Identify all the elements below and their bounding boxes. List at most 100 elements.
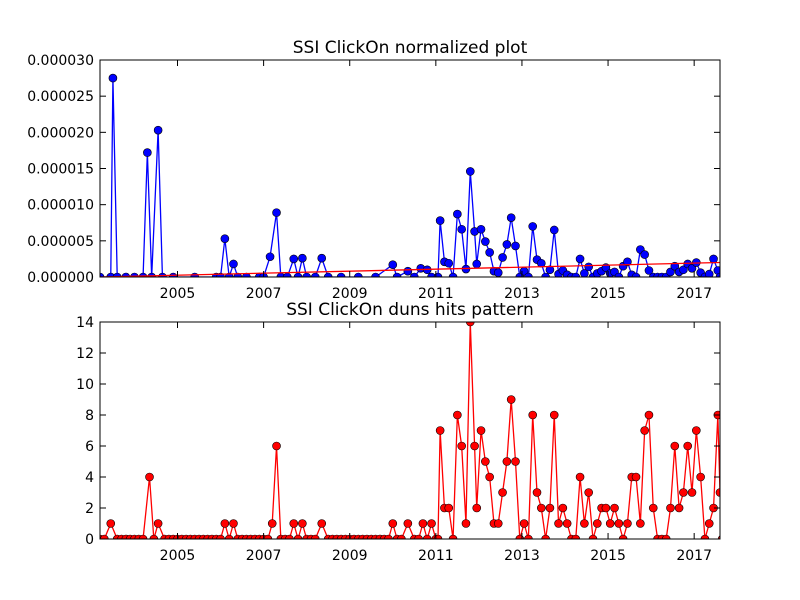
bottom-series-0-point-120 <box>623 519 632 528</box>
bottom-series-0-point-90 <box>493 519 503 528</box>
bottom-xtick-label-1: 2007 <box>246 548 282 564</box>
top-series-0-point-58 <box>493 268 503 277</box>
top-series-0-point-71 <box>549 225 559 235</box>
top-ytick-label-2: 0.000010 <box>27 198 94 214</box>
top-series-0-point-0 <box>100 272 105 277</box>
bottom-series-0-point-136 <box>692 426 701 435</box>
bottom-series-0-point-116 <box>605 519 615 528</box>
top-series-0-point-15 <box>220 234 230 243</box>
top-series-0-point-37 <box>392 272 402 277</box>
bottom-series-0-point-132 <box>674 503 684 513</box>
bottom-series-0-point-123 <box>636 519 645 528</box>
bottom-series-0-point-118 <box>614 519 624 528</box>
top-series-0-point-65 <box>524 272 533 277</box>
bottom-xtick-label-5: 2015 <box>590 548 626 564</box>
bottom-series-0-point-43 <box>289 519 299 528</box>
top-series-0-point-49 <box>457 224 466 234</box>
normalized-plot-panel: 2005 2007 2009 2011 2013 2015 2017 0.000000 0.00… <box>27 38 721 302</box>
bottom-series-0-point-131 <box>670 441 680 451</box>
bottom-series-0-point-26 <box>216 534 225 539</box>
top-series-0-point-44 <box>435 216 445 225</box>
top-xtick-label-4: 2013 <box>504 286 540 302</box>
bottom-xtick-label-4: 2013 <box>504 548 540 564</box>
top-series-0-point-103 <box>687 264 697 273</box>
bottom-series-0-point-91 <box>498 488 507 497</box>
top-series-0-point-88 <box>623 257 632 267</box>
top-series-0-point-9 <box>153 125 163 135</box>
top-series-0-point-107 <box>704 269 714 277</box>
bottom-series-0-point-98 <box>528 410 538 420</box>
top-xtick-label-3: 2011 <box>418 286 454 302</box>
top-series-0-point-32 <box>323 272 333 277</box>
bottom-series-0-point-76 <box>435 426 445 435</box>
bottom-series-0-point-39 <box>272 441 281 451</box>
bottom-series-0-point-1 <box>100 534 109 539</box>
bottom-series-0-point-150 <box>748 520 756 528</box>
bottom-series-0-point-49 <box>317 519 327 528</box>
top-series-0-point-34 <box>354 272 363 277</box>
top-series-0-line <box>100 78 720 277</box>
bottom-series-0-point-138 <box>700 534 710 539</box>
bottom-series-0-point-78 <box>444 503 454 513</box>
bottom-series-0-point-99 <box>532 488 542 497</box>
top-series-0-point-53 <box>472 259 482 269</box>
bottom-ytick-label-7: 14 <box>76 315 94 331</box>
top-series-0-point-69 <box>541 272 550 277</box>
top-series-0-point-62 <box>511 241 520 251</box>
top-series-0-point-56 <box>485 248 494 257</box>
bottom-xtick-label-3: 2011 <box>418 548 454 564</box>
bottom-series-0-point-135 <box>687 488 697 497</box>
top-ytick-label-6: 0.000030 <box>27 53 94 69</box>
top-series-0-point-98 <box>666 267 675 277</box>
bottom-series-0-point-101 <box>541 534 550 539</box>
bottom-ytick-label-6: 12 <box>76 346 94 362</box>
bottom-series-0-point-37 <box>263 534 273 539</box>
bottom-series-0-point-82 <box>461 519 471 528</box>
bottom-series-0-point-134 <box>683 441 693 451</box>
bottom-series-0-point-67 <box>397 534 406 539</box>
bottom-series-0-point-88 <box>485 472 494 482</box>
top-ytick-label-3: 0.000015 <box>27 162 94 178</box>
bottom-ytick-label-2: 4 <box>85 470 94 486</box>
bottom-series-0-point-137 <box>696 472 705 482</box>
top-series-0-point-86 <box>614 272 624 277</box>
bottom-chart-title: SSI ClickOn duns hits pattern <box>286 300 534 320</box>
bottom-series-0-point-72 <box>422 534 432 539</box>
top-axes-frame <box>99 59 721 278</box>
top-series-0-point-30 <box>310 272 320 277</box>
top-series-0-point-108 <box>709 254 718 264</box>
bottom-series-0-point-115 <box>601 503 611 513</box>
bottom-series-0-point-2 <box>106 519 116 528</box>
bottom-series-0-point-147 <box>735 473 743 481</box>
bottom-series-0-point-125 <box>644 410 654 420</box>
bottom-series-0-point-85 <box>472 503 482 513</box>
bottom-series-0-point-117 <box>610 503 619 513</box>
bottom-series-0-point-129 <box>661 534 671 539</box>
bottom-series-0-point-12 <box>153 519 163 528</box>
bottom-series-0-point-105 <box>558 503 568 513</box>
top-series-0-point-36 <box>388 260 398 270</box>
top-series-0-point-51 <box>465 167 475 176</box>
bottom-series-0-point-139 <box>704 519 714 528</box>
bottom-series-0-point-9 <box>138 534 148 539</box>
bottom-series-0-point-81 <box>457 441 466 451</box>
top-series-0-point-55 <box>481 237 490 246</box>
top-ytick-label-1: 0.000005 <box>27 234 94 250</box>
bottom-ytick-label-4: 8 <box>85 408 94 424</box>
top-series-0-point-92 <box>640 250 649 259</box>
bottom-series-0-point-108 <box>571 534 581 539</box>
bottom-series-0-point-83 <box>465 322 475 327</box>
bottom-series-0-point-10 <box>145 472 154 482</box>
top-series-0-point-79 <box>584 262 593 272</box>
bottom-series-0-point-144 <box>722 535 730 543</box>
bottom-series-0-point-93 <box>506 395 516 404</box>
top-series-0-point-66 <box>528 222 538 231</box>
top-series-0-point-39 <box>410 272 419 277</box>
top-xtick-label-6: 2017 <box>676 286 712 302</box>
bottom-series-0-point-113 <box>592 519 602 528</box>
top-plot-area <box>100 73 720 277</box>
top-xtick-label-5: 2015 <box>590 286 626 302</box>
bottom-series-0-point-102 <box>545 503 555 513</box>
duns-hits-panel: 2005 2007 2009 2011 2013 2015 2017 0 2 4 6 8 10 12 14 S… <box>76 300 756 564</box>
top-ytick-label-0: 0.000000 <box>27 270 94 286</box>
